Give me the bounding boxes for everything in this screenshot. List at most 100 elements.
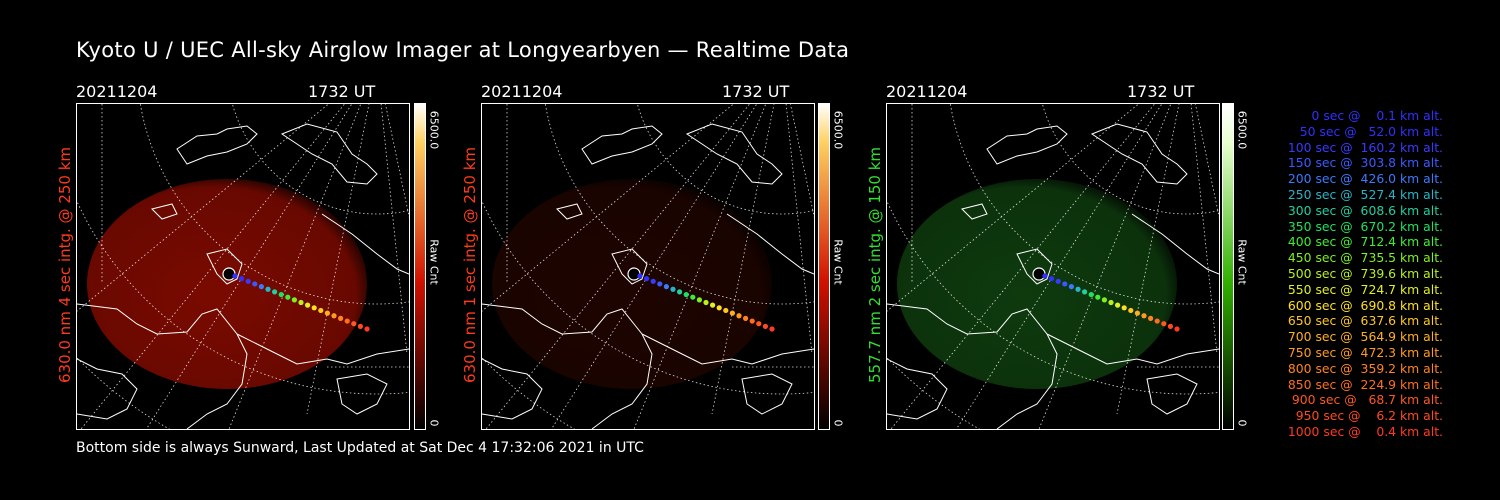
trajectory-point bbox=[690, 294, 696, 300]
trajectory-point bbox=[663, 284, 669, 290]
trajectory-point bbox=[736, 313, 742, 319]
trajectory-point bbox=[1134, 310, 1140, 316]
trajectory-point bbox=[657, 281, 663, 287]
trajectory-point bbox=[696, 297, 702, 303]
graticule bbox=[77, 104, 409, 429]
panel-1-colorbar-max: 6500.0 bbox=[427, 110, 441, 150]
trajectory-point bbox=[364, 326, 370, 332]
satellite-trajectory bbox=[627, 267, 775, 332]
panel-3-time: 1732 UT bbox=[1127, 82, 1195, 101]
airglow-map bbox=[887, 104, 1219, 429]
trajectory-point bbox=[769, 326, 775, 332]
airglow-map bbox=[77, 104, 409, 429]
panel-3-image bbox=[886, 103, 1220, 430]
trajectory-point bbox=[1174, 326, 1180, 332]
trajectory-point bbox=[1121, 305, 1127, 311]
panel-2-channel-label: 630.0 nm 1 sec intg. @ 250 km bbox=[461, 146, 479, 384]
trajectory-point bbox=[729, 310, 735, 316]
coastline bbox=[482, 123, 814, 429]
trajectory-point bbox=[351, 321, 357, 327]
panel-1-time: 1732 UT bbox=[308, 82, 376, 101]
trajectory-point bbox=[318, 307, 324, 314]
trajectory-point bbox=[716, 305, 722, 311]
panel-2-colorbar bbox=[818, 103, 830, 430]
panel-3-colorbar-max: 6500.0 bbox=[1235, 110, 1249, 150]
trajectory-point bbox=[1141, 313, 1147, 319]
footer-status: Bottom side is always Sunward, Last Upda… bbox=[76, 440, 644, 456]
graticule bbox=[482, 104, 814, 429]
trajectory-point bbox=[285, 294, 291, 300]
legend-entry: 300 sec @ 608.6 km alt. bbox=[1287, 202, 1443, 218]
legend-entry: 950 sec @ 6.2 km alt. bbox=[1295, 408, 1443, 424]
trajectory-point bbox=[232, 273, 238, 279]
satellite-trajectory bbox=[222, 267, 370, 332]
trajectory-point bbox=[1082, 289, 1088, 295]
trajectory-point bbox=[637, 273, 643, 279]
panel-2-date: 20211204 bbox=[481, 82, 563, 101]
trajectory-point bbox=[331, 313, 337, 319]
trajectory-point bbox=[245, 278, 251, 284]
trajectory-point bbox=[1088, 291, 1094, 298]
panel-3-channel-label: 557.7 nm 2 sec intg. @ 150 km bbox=[866, 146, 884, 384]
legend-entry: 150 sec @ 303.8 km alt. bbox=[1287, 155, 1443, 171]
legend-entry: 550 sec @ 724.7 km alt. bbox=[1287, 281, 1443, 297]
legend-entry: 350 sec @ 670.2 km alt. bbox=[1287, 218, 1443, 234]
trajectory-point bbox=[1049, 276, 1055, 282]
trajectory-point bbox=[278, 291, 284, 298]
trajectory-point bbox=[291, 297, 297, 303]
trajectory-point bbox=[239, 276, 245, 282]
panel-3-date: 20211204 bbox=[886, 82, 968, 101]
trajectory-point bbox=[1095, 294, 1101, 300]
trajectory-point bbox=[743, 315, 749, 321]
legend-entry: 1000 sec @ 0.4 km alt. bbox=[1287, 423, 1443, 439]
trajectory-point bbox=[1148, 315, 1154, 321]
legend-entry: 500 sec @ 739.6 km alt. bbox=[1287, 265, 1443, 281]
panel-3-colorbar-min: 0 bbox=[1235, 419, 1249, 427]
trajectory-point bbox=[305, 302, 311, 308]
trajectory-point bbox=[1055, 278, 1061, 284]
trajectory-point bbox=[1108, 299, 1114, 306]
trajectory-point bbox=[344, 318, 350, 324]
legend-entry: 850 sec @ 224.9 km alt. bbox=[1287, 376, 1443, 392]
graticule bbox=[887, 104, 1219, 429]
trajectory-point bbox=[644, 276, 650, 282]
trajectory-point bbox=[252, 281, 258, 287]
trajectory-point bbox=[1068, 284, 1074, 290]
trajectory-point bbox=[272, 289, 278, 295]
trajectory-point bbox=[762, 323, 768, 329]
trajectory-point bbox=[749, 318, 755, 324]
trajectory-point bbox=[1154, 318, 1160, 324]
trajectory-point bbox=[338, 315, 344, 321]
panel-1-colorbar-min: 0 bbox=[427, 419, 441, 427]
legend-entry: 900 sec @ 68.7 km alt. bbox=[1291, 392, 1443, 408]
trajectory-point bbox=[723, 307, 729, 314]
trajectory-point bbox=[1062, 281, 1068, 287]
panel-2-colorbar-max: 6500.0 bbox=[831, 110, 845, 150]
trajectory-point bbox=[311, 305, 317, 311]
trajectory-point bbox=[1167, 323, 1173, 329]
legend-entry: 50 sec @ 52.0 km alt. bbox=[1299, 123, 1443, 139]
legend-entry: 100 sec @ 160.2 km alt. bbox=[1287, 139, 1443, 155]
trajectory-point bbox=[756, 321, 762, 327]
panel-2-colorbar-min: 0 bbox=[831, 419, 845, 427]
coastline bbox=[77, 123, 409, 429]
legend-entry: 0 sec @ 0.1 km alt. bbox=[1311, 108, 1443, 123]
trajectory-legend: 0 sec @ 0.1 km alt. 50 sec @ 52.0 km alt.… bbox=[1288, 108, 1443, 440]
trajectory-point bbox=[298, 299, 304, 306]
legend-entry: 400 sec @ 712.4 km alt. bbox=[1287, 234, 1443, 250]
panel-1-image bbox=[76, 103, 410, 430]
trajectory-point bbox=[677, 289, 683, 295]
panel-1-date: 20211204 bbox=[76, 82, 158, 101]
panel-3-colorbar bbox=[1222, 103, 1234, 430]
trajectory-point bbox=[1115, 302, 1121, 308]
airglow-map bbox=[482, 104, 814, 429]
trajectory-point bbox=[324, 310, 330, 316]
trajectory-point bbox=[357, 323, 363, 329]
panel-1-colorbar bbox=[414, 103, 426, 430]
trajectory-point bbox=[258, 284, 264, 290]
coastline bbox=[887, 123, 1219, 429]
panel-1-channel-label: 630.0 nm 4 sec intg. @ 250 km bbox=[56, 146, 74, 384]
trajectory-point bbox=[1161, 321, 1167, 327]
legend-entry: 600 sec @ 690.8 km alt. bbox=[1287, 297, 1443, 313]
panel-2-colorbar-unit: Raw Cnt bbox=[831, 239, 845, 285]
